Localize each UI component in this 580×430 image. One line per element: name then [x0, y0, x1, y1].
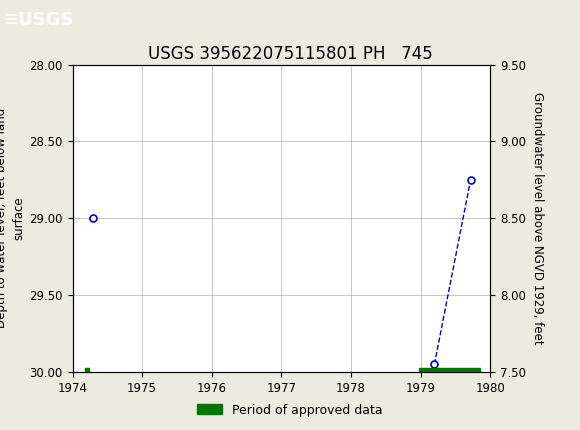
Y-axis label: Depth to water level, feet below land
surface: Depth to water level, feet below land su… [0, 108, 25, 329]
Text: USGS 395622075115801 PH   745: USGS 395622075115801 PH 745 [148, 45, 432, 63]
Text: ≡USGS: ≡USGS [3, 11, 74, 29]
Bar [419, 368, 480, 374]
Y-axis label: Groundwater level above NGVD 1929, feet: Groundwater level above NGVD 1929, feet [531, 92, 545, 344]
Legend: Period of approved data: Period of approved data [192, 399, 388, 421]
Bar [85, 368, 89, 374]
